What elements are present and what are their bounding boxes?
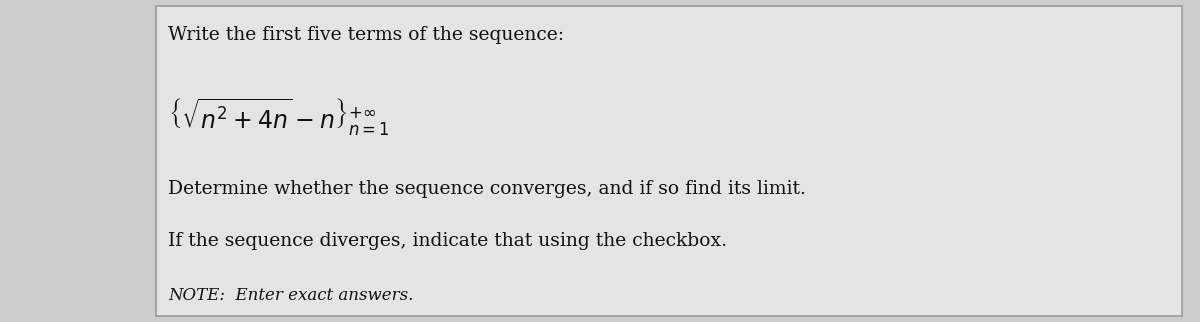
Text: Determine whether the sequence converges, and if so find its limit.: Determine whether the sequence converges… — [168, 180, 806, 198]
FancyBboxPatch shape — [156, 6, 1182, 316]
Text: NOTE:  Enter exact answers.: NOTE: Enter exact answers. — [168, 287, 413, 304]
Text: $\left\{\sqrt{n^2 + 4n} - n\right\}_{n=1}^{+\infty}$: $\left\{\sqrt{n^2 + 4n} - n\right\}_{n=1… — [168, 97, 390, 138]
Text: If the sequence diverges, indicate that using the checkbox.: If the sequence diverges, indicate that … — [168, 232, 727, 250]
Text: Write the first five terms of the sequence:: Write the first five terms of the sequen… — [168, 26, 564, 44]
